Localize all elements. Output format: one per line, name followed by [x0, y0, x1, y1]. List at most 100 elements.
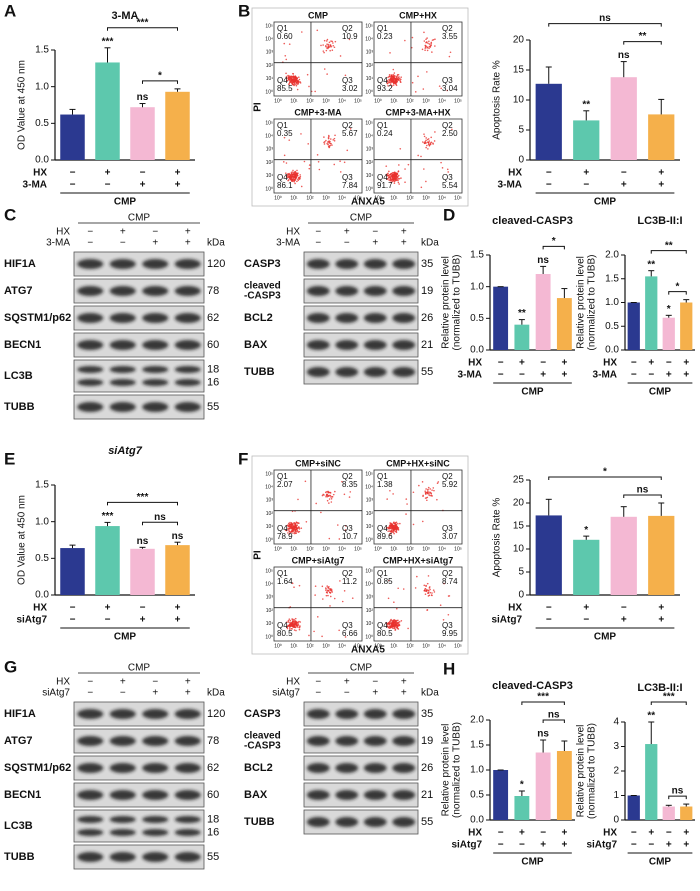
condition-name: siAtg7	[272, 688, 300, 699]
flow-y-tick-label: 10¹	[266, 173, 274, 179]
significance-label: *	[667, 304, 671, 315]
event-dot	[427, 488, 429, 491]
event-dot	[322, 598, 324, 600]
chart-title: 3-MA	[112, 10, 139, 22]
event-dot	[334, 40, 337, 43]
blot-band	[77, 709, 104, 719]
significance-label: ns	[618, 50, 630, 61]
flow-x-tick-label: 10³	[422, 195, 430, 201]
event-dot	[333, 46, 336, 49]
flow-plot-area	[273, 566, 363, 642]
event-dot	[293, 179, 296, 181]
event-dot	[427, 141, 430, 144]
blot-band	[363, 790, 387, 800]
event-dot	[437, 481, 440, 483]
y-axis-label: (normalized to TUBB)	[452, 722, 463, 818]
event-dot	[423, 31, 425, 34]
event-dot	[424, 593, 427, 596]
event-dot	[287, 76, 290, 78]
event-dot	[426, 609, 429, 611]
blot-band	[174, 852, 201, 862]
event-dot	[296, 180, 298, 183]
event-dot	[295, 521, 298, 523]
event-dot	[292, 624, 294, 627]
event-dot	[343, 161, 346, 164]
blot-band	[109, 366, 136, 373]
protein-label: TUBB	[244, 816, 275, 828]
condition-name: HX	[468, 828, 482, 839]
condition-sign: −	[140, 603, 146, 614]
condition-sign: −	[498, 840, 504, 851]
blot-band	[142, 790, 169, 800]
significance-label: ***	[102, 36, 114, 47]
event-dot	[421, 481, 424, 483]
flow-x-tick-label: 10⁴	[438, 546, 446, 552]
condition-sign: −	[648, 370, 654, 381]
event-dot	[314, 90, 316, 93]
event-dot	[386, 178, 389, 180]
event-dot	[291, 79, 294, 82]
event-dot	[286, 524, 289, 527]
condition-name: 3-MA	[46, 238, 70, 249]
event-dot	[323, 68, 326, 70]
quadrant-name: Q2	[442, 569, 453, 578]
event-dot	[316, 154, 319, 156]
bar	[95, 62, 120, 160]
comparison-bracket	[542, 719, 565, 723]
event-dot	[330, 40, 332, 42]
event-dot	[389, 619, 392, 622]
quadrant-name: Q3	[342, 524, 353, 533]
flow-y-tick-label: 10¹	[366, 524, 374, 530]
event-dot	[390, 75, 392, 78]
significance-label: ns	[137, 92, 149, 103]
event-dot	[427, 486, 430, 489]
flow-x-tick-label: 10¹	[290, 98, 298, 104]
event-dot	[325, 49, 328, 52]
quadrant-value: 0.35	[277, 129, 293, 138]
quadrant-value: 10.9	[342, 32, 358, 41]
condition-sign: −	[70, 603, 76, 614]
blot-band	[174, 313, 201, 323]
event-dot	[283, 154, 286, 157]
quadrant-name: Q1	[277, 121, 288, 130]
flow-x-tick-label: 10⁵	[454, 98, 462, 104]
event-dot	[399, 522, 401, 525]
kda-label: 18	[207, 813, 219, 825]
event-dot	[392, 620, 395, 622]
event-dot	[289, 623, 292, 626]
event-dot	[320, 511, 322, 514]
flow-x-tick-label: 10⁴	[338, 195, 346, 201]
event-dot	[428, 140, 431, 142]
significance-label: ***	[102, 511, 114, 522]
blot-band	[109, 286, 136, 296]
event-dot	[400, 76, 402, 78]
condition-sign: +	[401, 688, 407, 699]
comparison-label: *	[552, 236, 556, 247]
event-dot	[293, 180, 296, 183]
bar	[662, 806, 675, 820]
condition-sign: −	[498, 828, 504, 839]
flow-y-tick-label: 10¹	[366, 621, 374, 627]
y-tick-label: 3	[613, 741, 619, 752]
event-dot	[291, 175, 293, 178]
quadrant-name: Q3	[442, 524, 453, 533]
event-dot	[351, 597, 354, 599]
event-dot	[414, 587, 417, 589]
event-dot	[392, 171, 394, 174]
event-dot	[295, 77, 298, 79]
condition-sign: +	[185, 238, 191, 249]
event-dot	[398, 624, 400, 626]
event-dot	[313, 630, 315, 633]
event-dot	[388, 179, 390, 181]
blot-band	[142, 736, 169, 746]
event-dot	[425, 590, 428, 593]
event-dot	[393, 172, 396, 175]
protein-label: CASP3	[244, 708, 281, 720]
condition-sign: −	[583, 615, 589, 626]
event-dot	[294, 530, 297, 533]
condition-name: HX	[286, 227, 300, 238]
flow-plot-title: CMP+3-MA	[294, 107, 342, 117]
event-dot	[300, 133, 302, 135]
event-dot	[296, 88, 299, 91]
